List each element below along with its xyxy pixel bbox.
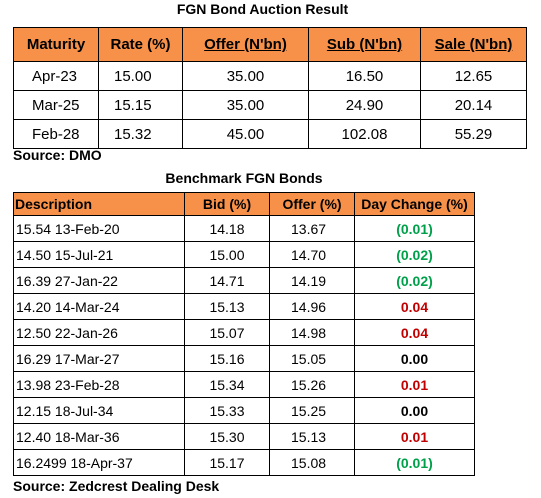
cell-maturity: Feb-28 [13,119,99,149]
cell-bid: 15.00 [184,241,270,268]
cell-bid: 14.18 [184,215,270,242]
header-offer: Offer (%) [269,192,355,216]
cell-offer: 14.96 [269,293,355,320]
cell-offer: 35.00 [182,61,309,91]
header-description: Description [13,192,185,216]
cell-day-change: 0.00 [354,345,475,372]
cell-bid: 15.17 [184,449,270,476]
cell-day-change: (0.02) [354,267,475,294]
cell-description: 13.98 23-Feb-28 [13,371,185,398]
cell-description: 15.54 13-Feb-20 [13,215,185,242]
cell-sale: 55.29 [420,119,527,149]
cell-maturity: Mar-25 [13,90,99,120]
benchmark-row: 15.54 13-Feb-20 14.18 13.67 (0.01) [13,215,475,242]
benchmark-header-row: Description Bid (%) Offer (%) Day Change… [13,192,475,216]
cell-description: 16.29 17-Mar-27 [13,345,185,372]
cell-rate: 15.15 [98,90,183,120]
cell-bid: 15.33 [184,397,270,424]
auction-row: Feb-28 15.32 45.00 102.08 55.29 [13,119,527,149]
cell-day-change: 0.04 [354,319,475,346]
cell-offer: 15.13 [269,423,355,450]
benchmark-row: 14.50 15-Jul-21 15.00 14.70 (0.02) [13,241,475,268]
cell-offer: 15.05 [269,345,355,372]
benchmark-row: 16.29 17-Mar-27 15.16 15.05 0.00 [13,345,475,372]
cell-sub: 24.90 [308,90,421,120]
cell-maturity: Apr-23 [13,61,99,91]
benchmark-row: 16.39 27-Jan-22 14.71 14.19 (0.02) [13,267,475,294]
cell-sub: 16.50 [308,61,421,91]
header-day-change: Day Change (%) [354,192,475,216]
header-bid: Bid (%) [184,192,270,216]
cell-bid: 15.16 [184,345,270,372]
benchmark-row: 12.15 18-Jul-34 15.33 15.25 0.00 [13,397,475,424]
header-maturity: Maturity [13,27,99,62]
benchmark-body: 15.54 13-Feb-20 14.18 13.67 (0.01) 14.50… [13,215,475,476]
cell-offer: 15.25 [269,397,355,424]
auction-row: Mar-25 15.15 35.00 24.90 20.14 [13,90,527,120]
header-sale: Sale (N'bn) [420,27,527,62]
cell-day-change: 0.04 [354,293,475,320]
cell-offer: 15.26 [269,371,355,398]
cell-offer: 14.98 [269,319,355,346]
benchmark-title: Benchmark FGN Bonds [165,170,323,186]
benchmark-table: Description Bid (%) Offer (%) Day Change… [13,192,475,476]
header-offer: Offer (N'bn) [182,27,309,62]
cell-rate: 15.00 [98,61,183,91]
cell-description: 12.15 18-Jul-34 [13,397,185,424]
cell-description: 14.50 15-Jul-21 [13,241,185,268]
cell-bid: 14.71 [184,267,270,294]
benchmark-row: 12.40 18-Mar-36 15.30 15.13 0.01 [13,423,475,450]
cell-day-change: (0.01) [354,449,475,476]
cell-offer: 13.67 [269,215,355,242]
auction-row: Apr-23 15.00 35.00 16.50 12.65 [13,61,527,91]
benchmark-row: 12.50 22-Jan-26 15.07 14.98 0.04 [13,319,475,346]
cell-bid: 15.13 [184,293,270,320]
cell-day-change: 0.01 [354,423,475,450]
cell-description: 14.20 14-Mar-24 [13,293,185,320]
auction-source: Source: DMO [13,147,102,163]
cell-day-change: (0.02) [354,241,475,268]
benchmark-source: Source: Zedcrest Dealing Desk [13,478,220,494]
auction-header-row: Maturity Rate (%) Offer (N'bn) Sub (N'bn… [13,27,527,62]
cell-offer: 14.19 [269,267,355,294]
cell-day-change: 0.00 [354,397,475,424]
cell-description: 16.2499 18-Apr-37 [13,449,185,476]
header-rate: Rate (%) [98,27,183,62]
cell-description: 16.39 27-Jan-22 [13,267,185,294]
benchmark-row: 13.98 23-Feb-28 15.34 15.26 0.01 [13,371,475,398]
cell-bid: 15.34 [184,371,270,398]
header-sub: Sub (N'bn) [308,27,421,62]
cell-bid: 15.30 [184,423,270,450]
auction-title: FGN Bond Auction Result [176,1,349,17]
cell-description: 12.50 22-Jan-26 [13,319,185,346]
cell-day-change: 0.01 [354,371,475,398]
benchmark-row: 14.20 14-Mar-24 15.13 14.96 0.04 [13,293,475,320]
cell-day-change: (0.01) [354,215,475,242]
cell-offer: 45.00 [182,119,309,149]
cell-offer: 15.08 [269,449,355,476]
cell-offer: 14.70 [269,241,355,268]
auction-table: Maturity Rate (%) Offer (N'bn) Sub (N'bn… [13,27,527,149]
cell-sale: 12.65 [420,61,527,91]
cell-bid: 15.07 [184,319,270,346]
cell-rate: 15.32 [98,119,183,149]
cell-sale: 20.14 [420,90,527,120]
cell-description: 12.40 18-Mar-36 [13,423,185,450]
cell-offer: 35.00 [182,90,309,120]
benchmark-row: 16.2499 18-Apr-37 15.17 15.08 (0.01) [13,449,475,476]
cell-sub: 102.08 [308,119,421,149]
